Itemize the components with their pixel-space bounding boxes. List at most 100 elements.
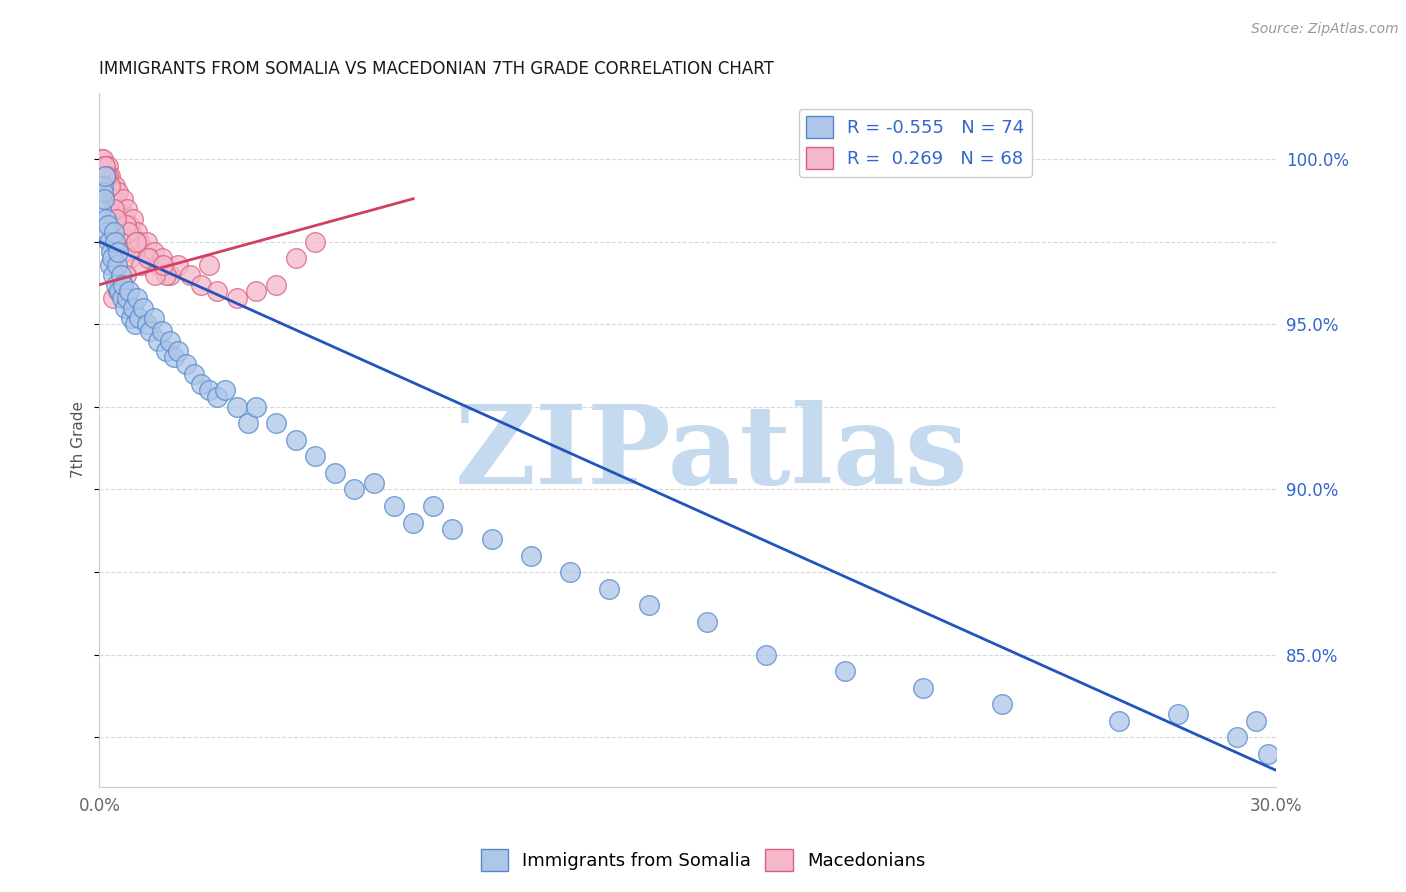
Point [104, 192, 127, 206]
Point [143, 244, 166, 259]
Point [138, 251, 160, 265]
Point [264, 277, 287, 292]
Point [214, 384, 236, 398]
Point [115, 291, 138, 305]
Point [96, 178, 118, 193]
Point [120, 225, 142, 239]
Point [117, 225, 139, 239]
Point [104, 211, 127, 226]
Point [125, 291, 148, 305]
Point [225, 400, 247, 414]
Point [118, 285, 141, 299]
Point [97, 218, 120, 232]
Point [110, 202, 132, 216]
Point [121, 301, 143, 315]
Point [1167, 707, 1189, 722]
Point [441, 522, 464, 536]
Point [1257, 747, 1279, 761]
Point [179, 268, 201, 282]
Point [100, 178, 122, 193]
Point [98, 185, 121, 199]
Point [93, 169, 115, 183]
Point [834, 664, 856, 678]
Point [190, 376, 212, 391]
Point [93, 185, 115, 199]
Point [143, 310, 166, 325]
Point [107, 285, 129, 299]
Point [94, 169, 117, 183]
Point [96, 225, 118, 239]
Point [284, 251, 307, 265]
Point [107, 244, 129, 259]
Point [205, 390, 228, 404]
Point [100, 169, 122, 183]
Point [108, 235, 131, 249]
Point [93, 192, 115, 206]
Point [304, 450, 326, 464]
Point [121, 211, 143, 226]
Point [107, 185, 129, 199]
Point [101, 185, 124, 199]
Point [101, 291, 124, 305]
Point [108, 211, 131, 226]
Point [115, 218, 138, 232]
Point [264, 417, 287, 431]
Legend: Immigrants from Somalia, Macedonians: Immigrants from Somalia, Macedonians [474, 842, 932, 879]
Point [98, 235, 121, 249]
Point [1226, 731, 1249, 745]
Point [103, 202, 125, 216]
Point [183, 367, 205, 381]
Point [103, 225, 125, 239]
Point [159, 268, 181, 282]
Point [124, 318, 146, 332]
Point [343, 483, 366, 497]
Text: ZIPatlas: ZIPatlas [454, 401, 969, 508]
Point [363, 475, 385, 490]
Point [284, 433, 307, 447]
Point [100, 258, 122, 272]
Point [174, 357, 197, 371]
Point [118, 251, 141, 265]
Point [637, 598, 659, 612]
Point [238, 417, 260, 431]
Point [115, 268, 138, 282]
Point [148, 334, 170, 348]
Point [120, 310, 142, 325]
Point [96, 169, 118, 183]
Point [382, 499, 405, 513]
Point [481, 532, 503, 546]
Point [990, 698, 1012, 712]
Point [111, 277, 134, 292]
Point [91, 159, 114, 173]
Point [598, 582, 620, 596]
Point [155, 268, 177, 282]
Point [125, 225, 148, 239]
Text: IMMIGRANTS FROM SOMALIA VS MACEDONIAN 7TH GRADE CORRELATION CHART: IMMIGRANTS FROM SOMALIA VS MACEDONIAN 7T… [100, 60, 775, 78]
Point [101, 192, 124, 206]
Point [114, 301, 136, 315]
Point [93, 152, 115, 166]
Legend: R = -0.555   N = 74, R =  0.269   N = 68: R = -0.555 N = 74, R = 0.269 N = 68 [799, 109, 1032, 177]
Text: Source: ZipAtlas.com: Source: ZipAtlas.com [1251, 22, 1399, 37]
Point [245, 285, 267, 299]
Point [111, 192, 134, 206]
Point [131, 301, 153, 315]
Point [139, 251, 162, 265]
Point [422, 499, 444, 513]
Point [159, 334, 181, 348]
Point [111, 291, 134, 305]
Point [402, 516, 425, 530]
Point [139, 324, 162, 338]
Point [101, 268, 124, 282]
Point [167, 258, 190, 272]
Point [96, 169, 118, 183]
Point [100, 178, 122, 193]
Point [104, 178, 127, 193]
Point [112, 244, 135, 259]
Point [150, 251, 173, 265]
Point [198, 258, 221, 272]
Point [696, 615, 718, 629]
Point [245, 400, 267, 414]
Point [135, 318, 157, 332]
Point [97, 169, 120, 183]
